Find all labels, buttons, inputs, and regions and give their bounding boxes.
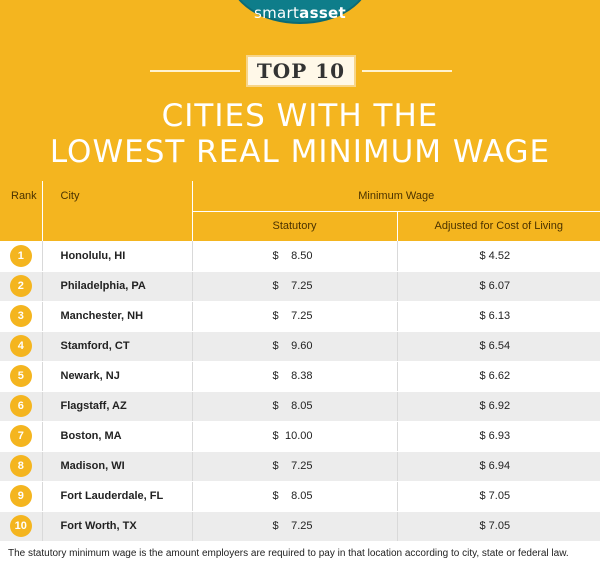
statutory-wage: $7.25 [192, 271, 398, 302]
statutory-wage: $7.25 [192, 511, 398, 542]
city-name: Stamford, CT [42, 331, 193, 362]
smartasset-logo: smartasset [230, 4, 370, 22]
currency-symbol: $ [272, 249, 279, 262]
table-row: 7 Boston, MA $10.00 $ 6.93 [0, 421, 600, 452]
statutory-wage: $8.05 [192, 391, 398, 422]
currency-symbol: $ [272, 310, 279, 322]
adjusted-wage: $ 6.92 [397, 391, 600, 422]
city-name: Madison, WI [42, 451, 193, 482]
adjusted-wage: $ 6.54 [397, 331, 600, 362]
city-name: Philadelphia, PA [42, 271, 193, 302]
statutory-wage: $7.25 [192, 301, 398, 332]
rank-cell: 6 [0, 391, 43, 422]
rank-cell: 9 [0, 481, 43, 512]
adjusted-wage: $ 6.94 [397, 451, 600, 482]
currency-symbol: $ [272, 490, 279, 502]
rank-cell: 2 [0, 271, 43, 302]
rank-cell: 8 [0, 451, 43, 482]
rank-badge: 4 [9, 335, 32, 357]
statutory-value: 9.60 [291, 340, 313, 352]
statutory-wage: $8.38 [192, 361, 398, 392]
rank-cell: 5 [0, 361, 43, 392]
ranking-table: Rank City Minimum Wage Statutory Adjuste… [0, 181, 600, 542]
page-title: CITIES WITH THE LOWEST REAL MINIMUM WAGE [0, 98, 600, 170]
table-row: 9 Fort Lauderdale, FL $8.05 $ 7.05 [0, 481, 600, 512]
table-row: 2 Philadelphia, PA $7.25 $ 6.07 [0, 271, 600, 302]
header-city: City [42, 181, 193, 241]
table-row: 8 Madison, WI $7.25 $ 6.94 [0, 451, 600, 482]
statutory-value: 8.05 [291, 400, 313, 412]
table-row: 5 Newark, NJ $8.38 $ 6.62 [0, 361, 600, 392]
top-10-banner: TOP 10 [246, 55, 356, 87]
statutory-wage: $10.00 [192, 421, 398, 452]
adjusted-wage: $ 6.13 [397, 301, 600, 332]
statutory-value: 10.00 [284, 430, 313, 442]
statutory-value: 8.38 [291, 370, 313, 382]
currency-symbol: $ [272, 280, 279, 292]
header-minimum-wage: Minimum Wage [192, 181, 600, 212]
currency-symbol: $ [272, 340, 279, 352]
statutory-wage: $8.05 [192, 481, 398, 512]
currency-symbol: $ [272, 400, 279, 412]
statutory-wage: $9.60 [192, 331, 398, 362]
adjusted-wage: $ 6.93 [397, 421, 600, 452]
header-statutory: Statutory [192, 211, 398, 241]
rank-cell: 7 [0, 421, 43, 452]
adjusted-wage: $ 4.52 [397, 241, 600, 272]
title-line-1: CITIES WITH THE [161, 98, 439, 134]
rank-badge: 1 [9, 244, 32, 267]
statutory-value: 7.25 [291, 310, 313, 322]
title-line-2: LOWEST REAL MINIMUM WAGE [49, 134, 551, 170]
rank-badge: 2 [9, 275, 32, 297]
statutory-value: 7.25 [291, 280, 313, 292]
rank-badge: 10 [9, 515, 32, 537]
statutory-value: 8.05 [291, 490, 313, 502]
rank-cell: 1 [0, 241, 43, 272]
statutory-value: 8.50 [291, 249, 313, 262]
adjusted-wage: $ 7.05 [397, 481, 600, 512]
table-row: 1 Honolulu, HI $8.50 $ 4.52 [0, 241, 600, 272]
adjusted-wage: $ 6.07 [397, 271, 600, 302]
city-name: Manchester, NH [42, 301, 193, 332]
city-name: Honolulu, HI [42, 241, 193, 272]
header: smartasset TOP 10 CITIES WITH THE LOWEST… [0, 0, 600, 181]
city-name: Fort Worth, TX [42, 511, 193, 542]
rank-badge: 7 [9, 425, 32, 447]
banner-divider-left [150, 70, 240, 72]
currency-symbol: $ [272, 520, 279, 532]
adjusted-wage: $ 6.62 [397, 361, 600, 392]
footnote: The statutory minimum wage is the amount… [8, 548, 569, 559]
rank-badge: 9 [9, 485, 32, 507]
rank-cell: 10 [0, 511, 43, 542]
currency-symbol: $ [272, 430, 279, 442]
currency-symbol: $ [272, 370, 279, 382]
city-name: Boston, MA [42, 421, 193, 452]
rank-cell: 4 [0, 331, 43, 362]
banner-divider-right [362, 70, 452, 72]
header-rank: Rank [0, 181, 43, 241]
header-adjusted: Adjusted for Cost of Living [397, 211, 600, 241]
table-row: 4 Stamford, CT $9.60 $ 6.54 [0, 331, 600, 362]
rank-badge: 3 [9, 305, 32, 327]
logo-smart: smart [254, 4, 300, 22]
table-row: 3 Manchester, NH $7.25 $ 6.13 [0, 301, 600, 332]
rank-badge: 8 [9, 455, 32, 477]
currency-symbol: $ [272, 460, 279, 472]
rank-badge: 6 [9, 395, 32, 417]
adjusted-wage: $ 7.05 [397, 511, 600, 542]
statutory-wage: $8.50 [192, 241, 398, 272]
statutory-wage: $7.25 [192, 451, 398, 482]
city-name: Flagstaff, AZ [42, 391, 193, 422]
statutory-value: 7.25 [291, 460, 313, 472]
rank-cell: 3 [0, 301, 43, 332]
table-row: 6 Flagstaff, AZ $8.05 $ 6.92 [0, 391, 600, 422]
city-name: Newark, NJ [42, 361, 193, 392]
statutory-value: 7.25 [291, 520, 313, 532]
logo-asset: asset [299, 4, 346, 22]
table-row: 10 Fort Worth, TX $7.25 $ 7.05 [0, 511, 600, 542]
rank-badge: 5 [9, 365, 32, 387]
city-name: Fort Lauderdale, FL [42, 481, 193, 512]
